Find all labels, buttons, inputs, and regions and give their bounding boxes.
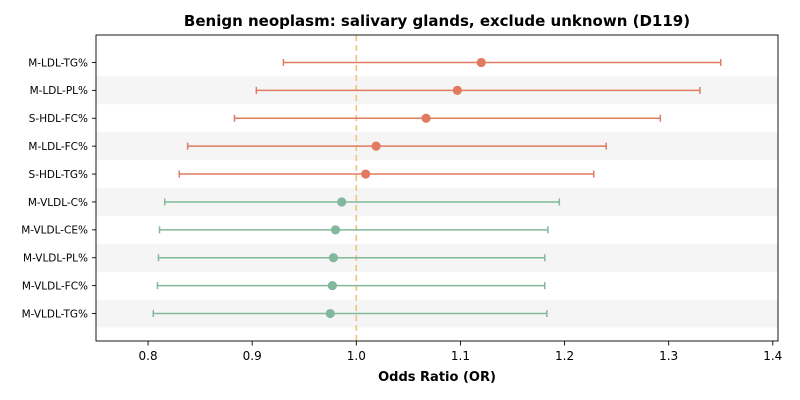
y-tick-label: S-HDL-TG%	[29, 169, 88, 181]
or-point	[337, 197, 347, 207]
y-tick-label: M-LDL-TG%	[28, 57, 88, 69]
y-tick-label: M-VLDL-PL%	[23, 253, 88, 265]
x-tick-label: 1.2	[555, 349, 574, 363]
x-axis: 0.8 0.9 1.0 1.1 1.2 1.3 1.4	[139, 341, 782, 363]
y-tick-label: M-VLDL-C%	[28, 197, 88, 209]
or-point	[371, 141, 381, 151]
x-tick-label: 1.1	[451, 349, 470, 363]
y-tick-label: S-HDL-FC%	[29, 113, 88, 125]
y-tick-label: M-VLDL-CE%	[21, 225, 88, 237]
or-point	[325, 308, 335, 319]
plot-frame	[95, 34, 779, 342]
or-point	[327, 281, 337, 291]
series-marks	[152, 57, 722, 319]
chart-title: Benign neoplasm: salivary glands, exclud…	[184, 12, 690, 30]
x-tick-label: 0.9	[243, 349, 262, 363]
x-axis-label: Odds Ratio (OR)	[378, 370, 496, 385]
x-tick-label: 1.3	[659, 349, 678, 363]
or-point	[328, 253, 338, 263]
y-tick-label: M-LDL-FC%	[28, 141, 88, 153]
y-tick-label: M-VLDL-TG%	[22, 308, 88, 320]
x-tick-label: 0.8	[139, 349, 158, 363]
y-tick-label: M-LDL-PL%	[30, 85, 88, 97]
or-point	[476, 57, 486, 68]
or-point	[361, 169, 371, 179]
x-tick-label: 1.4	[763, 349, 782, 363]
y-axis: M-LDL-TG% M-LDL-PL% S-HDL-FC% M-LDL-FC% S-HD…	[21, 57, 96, 320]
y-tick-label: M-VLDL-FC%	[22, 280, 88, 292]
or-point	[452, 85, 462, 95]
or-point	[330, 225, 341, 235]
or-point	[421, 113, 431, 123]
x-tick-label: 1.0	[347, 349, 366, 363]
